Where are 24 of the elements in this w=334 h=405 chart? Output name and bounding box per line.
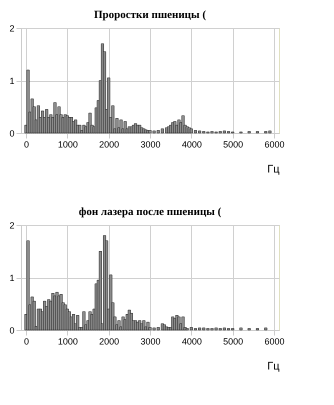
x-tick-label: 2000: [99, 336, 120, 346]
y-tick-label: 2: [9, 24, 14, 34]
y-tick-label: 0: [9, 326, 14, 336]
y-tick-label: 2: [9, 220, 14, 230]
x-tick-label: 3000: [140, 140, 161, 150]
x-tick-label: 6000: [264, 140, 285, 150]
x-tick-label: 0: [24, 140, 30, 150]
x-tick-label: 5000: [223, 140, 244, 150]
x-tick-label: 4000: [182, 140, 202, 150]
x-tick-label: 0: [24, 336, 30, 346]
y-tick-label: 1: [9, 273, 14, 283]
x-tick-label: 4000: [182, 336, 202, 346]
x-axis-title: Гц: [267, 360, 280, 372]
x-tick-label: 6000: [264, 336, 285, 346]
x-tick-label: 3000: [140, 336, 161, 346]
x-axis-title: Гц: [267, 164, 280, 176]
x-tick-label: 1000: [58, 140, 78, 150]
x-tick-label: 5000: [223, 336, 244, 346]
x-tick-label: 1000: [58, 336, 78, 346]
chart-title: Проростки пшеницы (: [94, 9, 206, 21]
y-tick-label: 1: [9, 76, 14, 86]
x-tick-label: 2000: [99, 140, 120, 150]
chart-title: фон лазера после пшеницы (: [78, 206, 222, 218]
y-tick-label: 0: [9, 128, 14, 138]
